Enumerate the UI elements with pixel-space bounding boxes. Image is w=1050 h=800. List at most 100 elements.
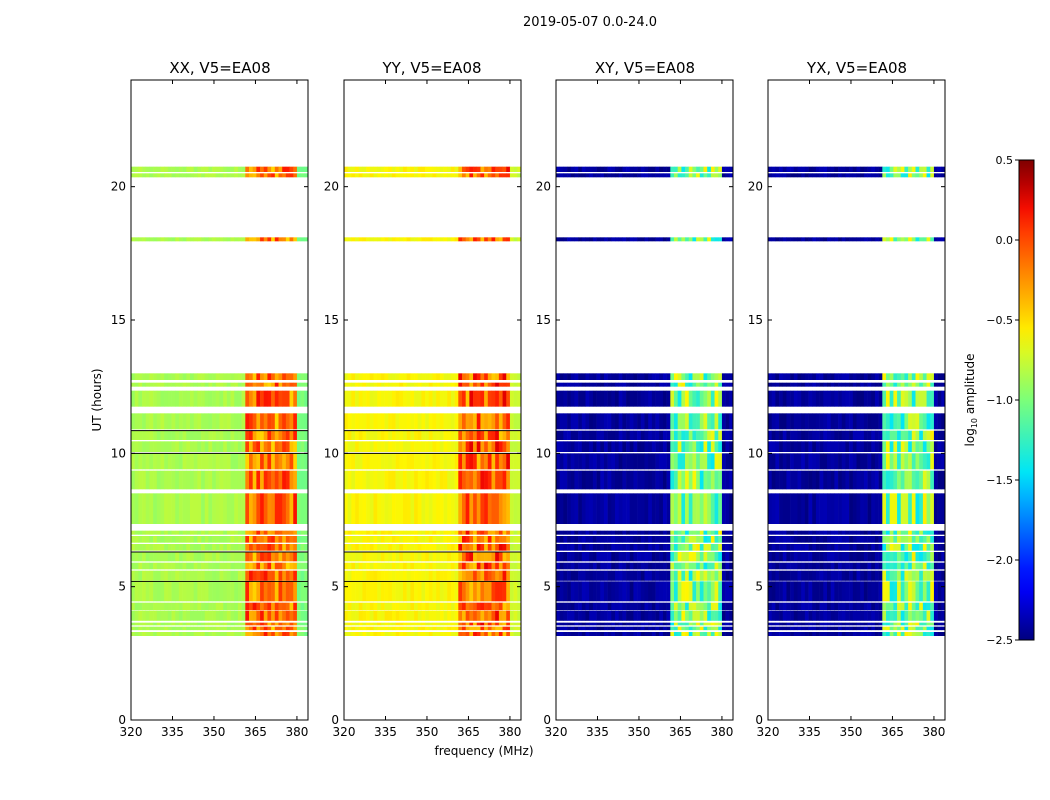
heatmap-cell xyxy=(775,530,780,535)
heatmap-cell xyxy=(570,413,575,430)
heatmap-cell xyxy=(666,390,671,407)
heatmap-cell xyxy=(922,610,927,621)
heatmap-cell xyxy=(677,441,682,452)
heatmap-cell xyxy=(603,626,608,631)
heatmap-cell xyxy=(827,570,831,581)
heatmap-cell xyxy=(476,430,481,440)
heatmap-cell xyxy=(908,441,913,452)
heatmap-cell xyxy=(801,173,806,178)
heatmap-cell xyxy=(707,544,712,551)
heatmap-cell xyxy=(900,453,905,470)
heatmap-cell xyxy=(662,581,667,602)
heatmap-cell xyxy=(703,530,708,535)
heatmap-cell xyxy=(226,626,231,631)
heatmap-cell xyxy=(721,602,726,611)
heatmap-cell xyxy=(640,166,645,172)
heatmap-cell xyxy=(718,570,723,581)
heatmap-cell xyxy=(911,373,916,380)
heatmap-cell xyxy=(790,626,795,631)
heatmap-cell xyxy=(506,382,511,387)
heatmap-cell xyxy=(860,552,865,562)
heatmap-cell xyxy=(249,581,253,602)
heatmap-cell xyxy=(495,610,500,621)
heatmap-cell xyxy=(447,602,452,611)
heatmap-cell xyxy=(696,430,701,440)
heatmap-cell xyxy=(245,390,250,407)
heatmap-cell xyxy=(304,544,309,551)
heatmap-cell xyxy=(926,166,931,172)
heatmap-cell xyxy=(226,632,231,636)
heatmap-cell xyxy=(142,430,147,440)
heatmap-cell xyxy=(922,552,927,562)
heatmap-cell xyxy=(458,536,463,543)
heatmap-cell xyxy=(347,552,352,562)
heatmap-cell xyxy=(838,237,843,242)
heatmap-cell xyxy=(600,536,605,543)
heatmap-cell xyxy=(804,453,809,470)
heatmap-cell xyxy=(252,413,257,430)
heatmap-cell xyxy=(849,166,854,172)
heatmap-cell xyxy=(215,626,220,631)
heatmap-cell xyxy=(922,536,927,543)
heatmap-cell xyxy=(197,237,202,242)
heatmap-cell xyxy=(391,626,396,631)
y-tick-label: 5 xyxy=(755,580,763,594)
heatmap-cell xyxy=(344,632,348,636)
heatmap-cell xyxy=(922,166,927,172)
heatmap-cell xyxy=(502,470,507,490)
heatmap-cell xyxy=(640,552,645,562)
heatmap-cell xyxy=(893,453,898,470)
heatmap-cell xyxy=(502,530,507,535)
heatmap-cell xyxy=(775,602,780,611)
heatmap-cell xyxy=(718,470,723,490)
heatmap-cell xyxy=(491,562,496,570)
heatmap-cell xyxy=(476,544,481,551)
heatmap-cell xyxy=(278,562,283,570)
heatmap-cell xyxy=(874,562,879,570)
heatmap-cell xyxy=(815,536,820,543)
heatmap-cell xyxy=(823,373,828,380)
heatmap-cell xyxy=(282,570,287,581)
heatmap-cell xyxy=(819,610,824,621)
x-tick-label: 320 xyxy=(120,725,143,739)
heatmap-cell xyxy=(344,470,348,490)
heatmap-cell xyxy=(556,373,560,380)
heatmap-cell xyxy=(436,373,441,380)
heatmap-cell xyxy=(578,536,583,543)
heatmap-cell xyxy=(725,453,730,470)
heatmap-cell xyxy=(941,373,946,380)
heatmap-cell xyxy=(815,493,820,524)
heatmap-cell xyxy=(926,536,931,543)
heatmap-cell xyxy=(681,570,686,581)
heatmap-cell xyxy=(867,581,872,602)
heatmap-cell xyxy=(208,453,213,470)
heatmap-cell xyxy=(487,536,492,543)
heatmap-cell xyxy=(808,382,813,387)
heatmap-cell xyxy=(911,413,916,430)
heatmap-cell xyxy=(293,581,298,602)
heatmap-cell xyxy=(278,581,283,602)
heatmap-cell xyxy=(458,544,463,551)
heatmap-cell xyxy=(502,430,507,440)
heatmap-cell xyxy=(768,536,772,543)
heatmap-cell xyxy=(223,552,228,562)
heatmap-cell xyxy=(685,552,690,562)
heatmap-cell xyxy=(212,622,217,626)
heatmap-cell xyxy=(395,626,400,631)
heatmap-cell xyxy=(904,530,909,535)
heatmap-cell xyxy=(696,610,701,621)
heatmap-cell xyxy=(849,390,854,407)
heatmap-cell xyxy=(815,562,820,570)
heatmap-cell xyxy=(607,602,612,611)
heatmap-cell xyxy=(559,453,564,470)
heatmap-cell xyxy=(729,453,734,470)
heatmap-cell xyxy=(849,373,854,380)
heatmap-cell xyxy=(600,373,605,380)
heatmap-cell xyxy=(289,237,294,242)
heatmap-cell xyxy=(793,602,798,611)
heatmap-cell xyxy=(186,237,191,242)
heatmap-cell xyxy=(893,382,898,387)
heatmap-cell xyxy=(666,552,671,562)
y-tick-label: 20 xyxy=(748,180,763,194)
heatmap-cell xyxy=(182,536,187,543)
